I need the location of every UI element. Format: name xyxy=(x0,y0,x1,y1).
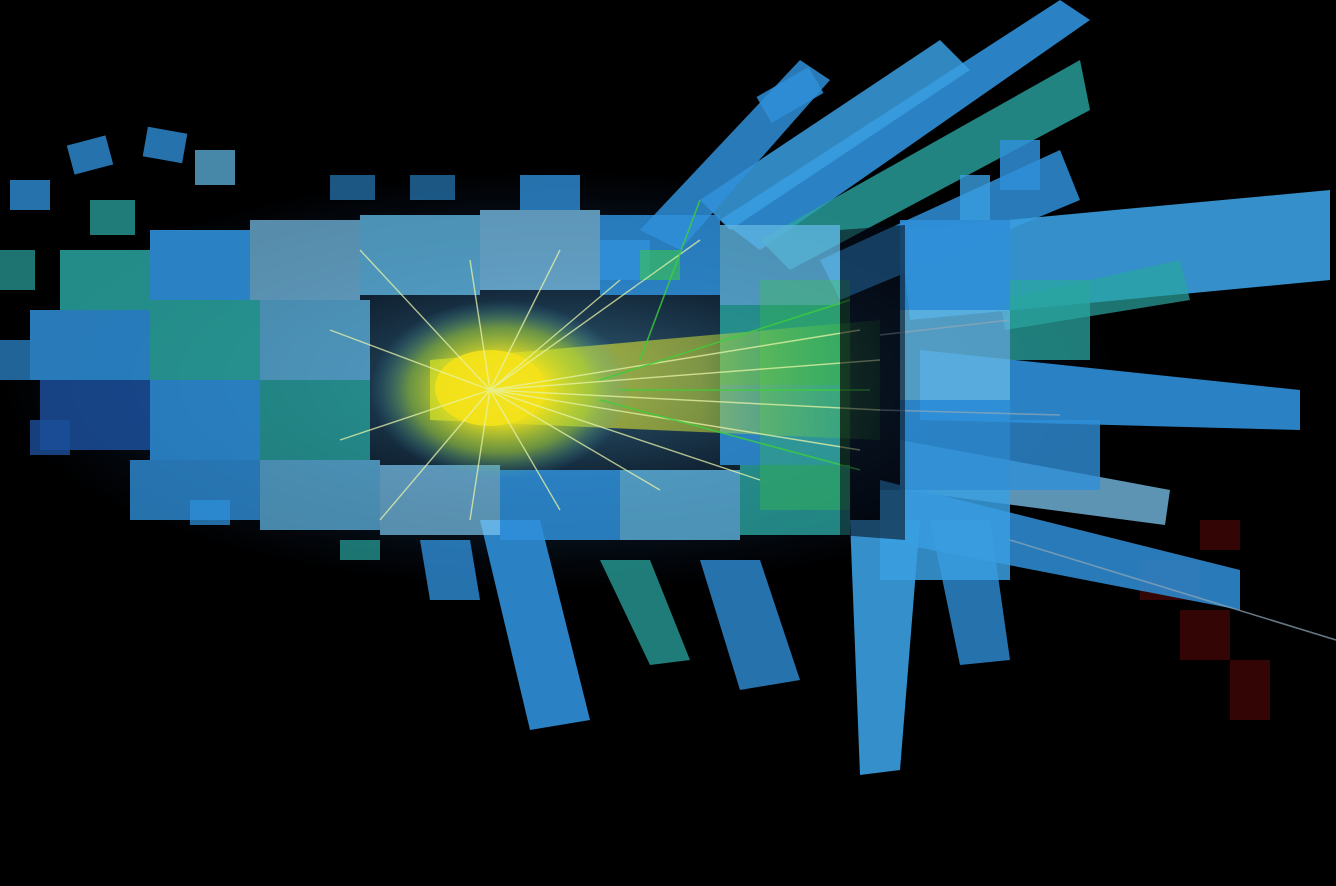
detector-gap xyxy=(840,225,905,540)
calorimeter-cells xyxy=(30,210,1100,580)
green-tracks xyxy=(599,199,870,471)
scattered-cells xyxy=(0,67,1040,560)
